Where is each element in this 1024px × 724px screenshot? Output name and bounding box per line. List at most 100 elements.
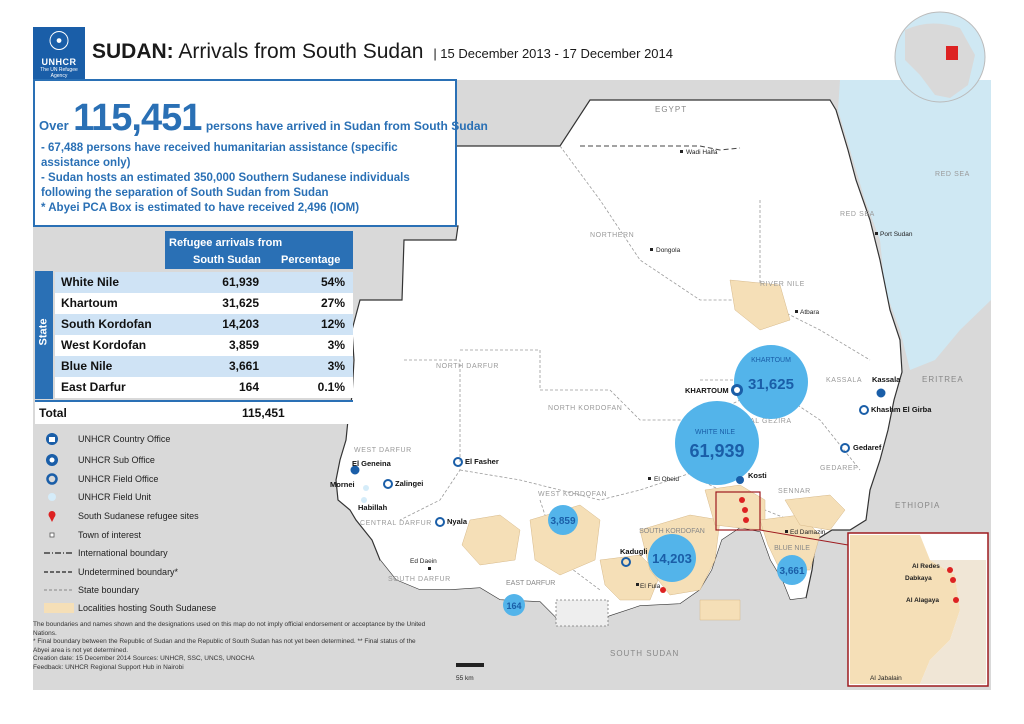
table-col-percentage: Percentage — [281, 254, 341, 266]
summary-bullet: - Sudan hosts an estimated 350,000 South… — [41, 172, 410, 199]
footnote: Feedback: UNHCR Regional Support Hub in … — [33, 663, 184, 671]
title-rest: Arrivals from South Sudan — [178, 40, 424, 63]
inset-label: Al Redes — [912, 563, 940, 570]
summary-bullets: - 67,488 persons have received humanitar… — [41, 141, 451, 216]
row-state: Blue Nile — [61, 359, 113, 373]
town-label: El Obeid — [654, 476, 679, 483]
bubble-value: 3,661 — [779, 566, 804, 577]
inset-connector — [759, 529, 849, 546]
town-icon — [49, 532, 55, 538]
row-state: White Nile — [61, 275, 120, 289]
country-label: ERITREA — [922, 375, 964, 384]
town-label: Port Sudan — [880, 231, 913, 238]
town-label: El Fula — [640, 583, 661, 590]
red-sea — [838, 80, 991, 370]
footnote: Creation date: 15 December 2014 Sources:… — [33, 655, 255, 662]
footnotes: The boundaries and names shown and the d… — [33, 621, 433, 672]
row-arrivals: 14,203 — [222, 317, 259, 331]
legend-label: International boundary — [78, 548, 168, 558]
arrival-bubbles: KHARTOUM 31,625 WHITE NILE 61,939 SOUTH … — [503, 345, 810, 616]
state-label: GEDAREF — [820, 465, 858, 472]
town-label: Dongola — [656, 247, 681, 254]
legend-label: UNHCR Field Unit — [78, 492, 152, 502]
legend-label: State boundary — [78, 585, 140, 595]
summary-prefix: Over — [39, 118, 69, 133]
row-percentage: 3% — [327, 359, 345, 373]
table-row: White Nile 61,939 54% — [55, 272, 353, 293]
row-percentage: 0.1% — [317, 380, 345, 394]
abyei-area — [555, 599, 609, 627]
summary-headline: Over 115,451 persons have arrived in Sud… — [39, 97, 488, 140]
undetermined-boundary-line — [44, 571, 74, 573]
international-boundary-line — [44, 552, 74, 554]
row-state: West Kordofan — [61, 338, 147, 352]
inset-label: Dabkaya — [905, 575, 932, 582]
state-label: NORTH DARFUR — [436, 363, 499, 370]
summary-total: 115,451 — [73, 97, 202, 139]
office-label: El Geneina — [352, 459, 392, 468]
total-label: Total — [39, 406, 67, 420]
country-label: EGYPT — [655, 105, 687, 114]
field-unit-icon — [48, 493, 56, 501]
country-office-icon — [46, 433, 58, 445]
inset-locator — [715, 491, 761, 531]
legend-label: Undetermined boundary* — [78, 567, 179, 577]
office-label: Khashm El Girba — [871, 405, 932, 414]
office-label: El Fasher — [465, 457, 499, 466]
bubble-state-label: BLUE NILE — [774, 545, 810, 552]
sea-label: RED SEA — [935, 171, 970, 178]
table-row: Blue Nile 3,661 3% — [55, 356, 353, 377]
summary-headline-rest: persons have arrived in Sudan from South… — [205, 119, 488, 133]
bubble-white-nile — [675, 401, 759, 485]
state-label: CENTRAL DARFUR — [360, 520, 432, 527]
legend-label: UNHCR Sub Office — [78, 455, 155, 465]
south-sudan-area — [380, 528, 812, 690]
bubble-blue-nile — [777, 555, 807, 585]
table-row: South Kordofan 14,203 12% — [55, 314, 353, 335]
table-header: Refugee arrivals from South Sudan Percen… — [165, 231, 353, 269]
bubble-value: 14,203 — [652, 551, 692, 566]
state-label: KASSALA — [826, 377, 862, 384]
state-label: SOUTH DARFUR — [388, 576, 451, 583]
bubble-khartoum — [734, 345, 808, 419]
bubble-east-darfur — [503, 594, 525, 616]
row-percentage: 54% — [320, 275, 345, 289]
country-label: ETHIOPIA — [895, 501, 940, 510]
footnote: The boundaries and names shown and the d… — [33, 621, 426, 637]
office-label: Kadugli — [620, 547, 648, 556]
state-label: AL GEZIRA — [750, 418, 792, 425]
legend-label: UNHCR Country Office — [78, 434, 171, 444]
table-row: West Kordofan 3,859 3% — [55, 335, 353, 356]
bubble-state-label: WHITE NILE — [695, 429, 735, 436]
state-label: SENNAR — [778, 488, 811, 495]
globe-locator — [894, 11, 986, 103]
state-label: WEST KORDOFAN — [538, 491, 607, 498]
localities-swatch — [44, 603, 74, 613]
refugee-site-icon — [48, 511, 56, 522]
office-label: Nyala — [447, 517, 468, 526]
town-label: Ed Damazin — [790, 529, 826, 536]
state-label: RED SEA — [840, 211, 875, 218]
bubble-south-kordofan — [648, 534, 696, 582]
table-col-arrivals: South Sudan — [193, 254, 261, 266]
town-label: Wadi Halfa — [686, 149, 718, 156]
scale-bar: 55 km — [456, 663, 484, 682]
title-dates: | 15 December 2013 - 17 December 2014 — [433, 46, 673, 61]
table-header-title: Refugee arrivals from — [169, 237, 283, 249]
bubble-value: 164 — [506, 601, 521, 611]
inset-label: Al Jabalain — [870, 675, 902, 682]
row-arrivals: 31,625 — [222, 296, 259, 310]
office-markers: KHARTOUM El Geneina Kassala Kosti El Fas… — [330, 375, 932, 567]
row-percentage: 27% — [320, 296, 345, 310]
refugee-site-pins — [660, 497, 749, 593]
office-label: Habillah — [358, 503, 388, 512]
logo-tagline: The UN Refugee Agency — [40, 67, 78, 79]
total-value: 115,451 — [242, 406, 285, 420]
row-percentage: 12% — [320, 317, 345, 331]
table-row: Khartoum 31,625 27% — [55, 293, 353, 314]
unhcr-emblem-icon: ☉ — [47, 27, 71, 57]
bubble-west-kordofan — [548, 505, 578, 535]
undetermined-boundary — [580, 145, 741, 151]
